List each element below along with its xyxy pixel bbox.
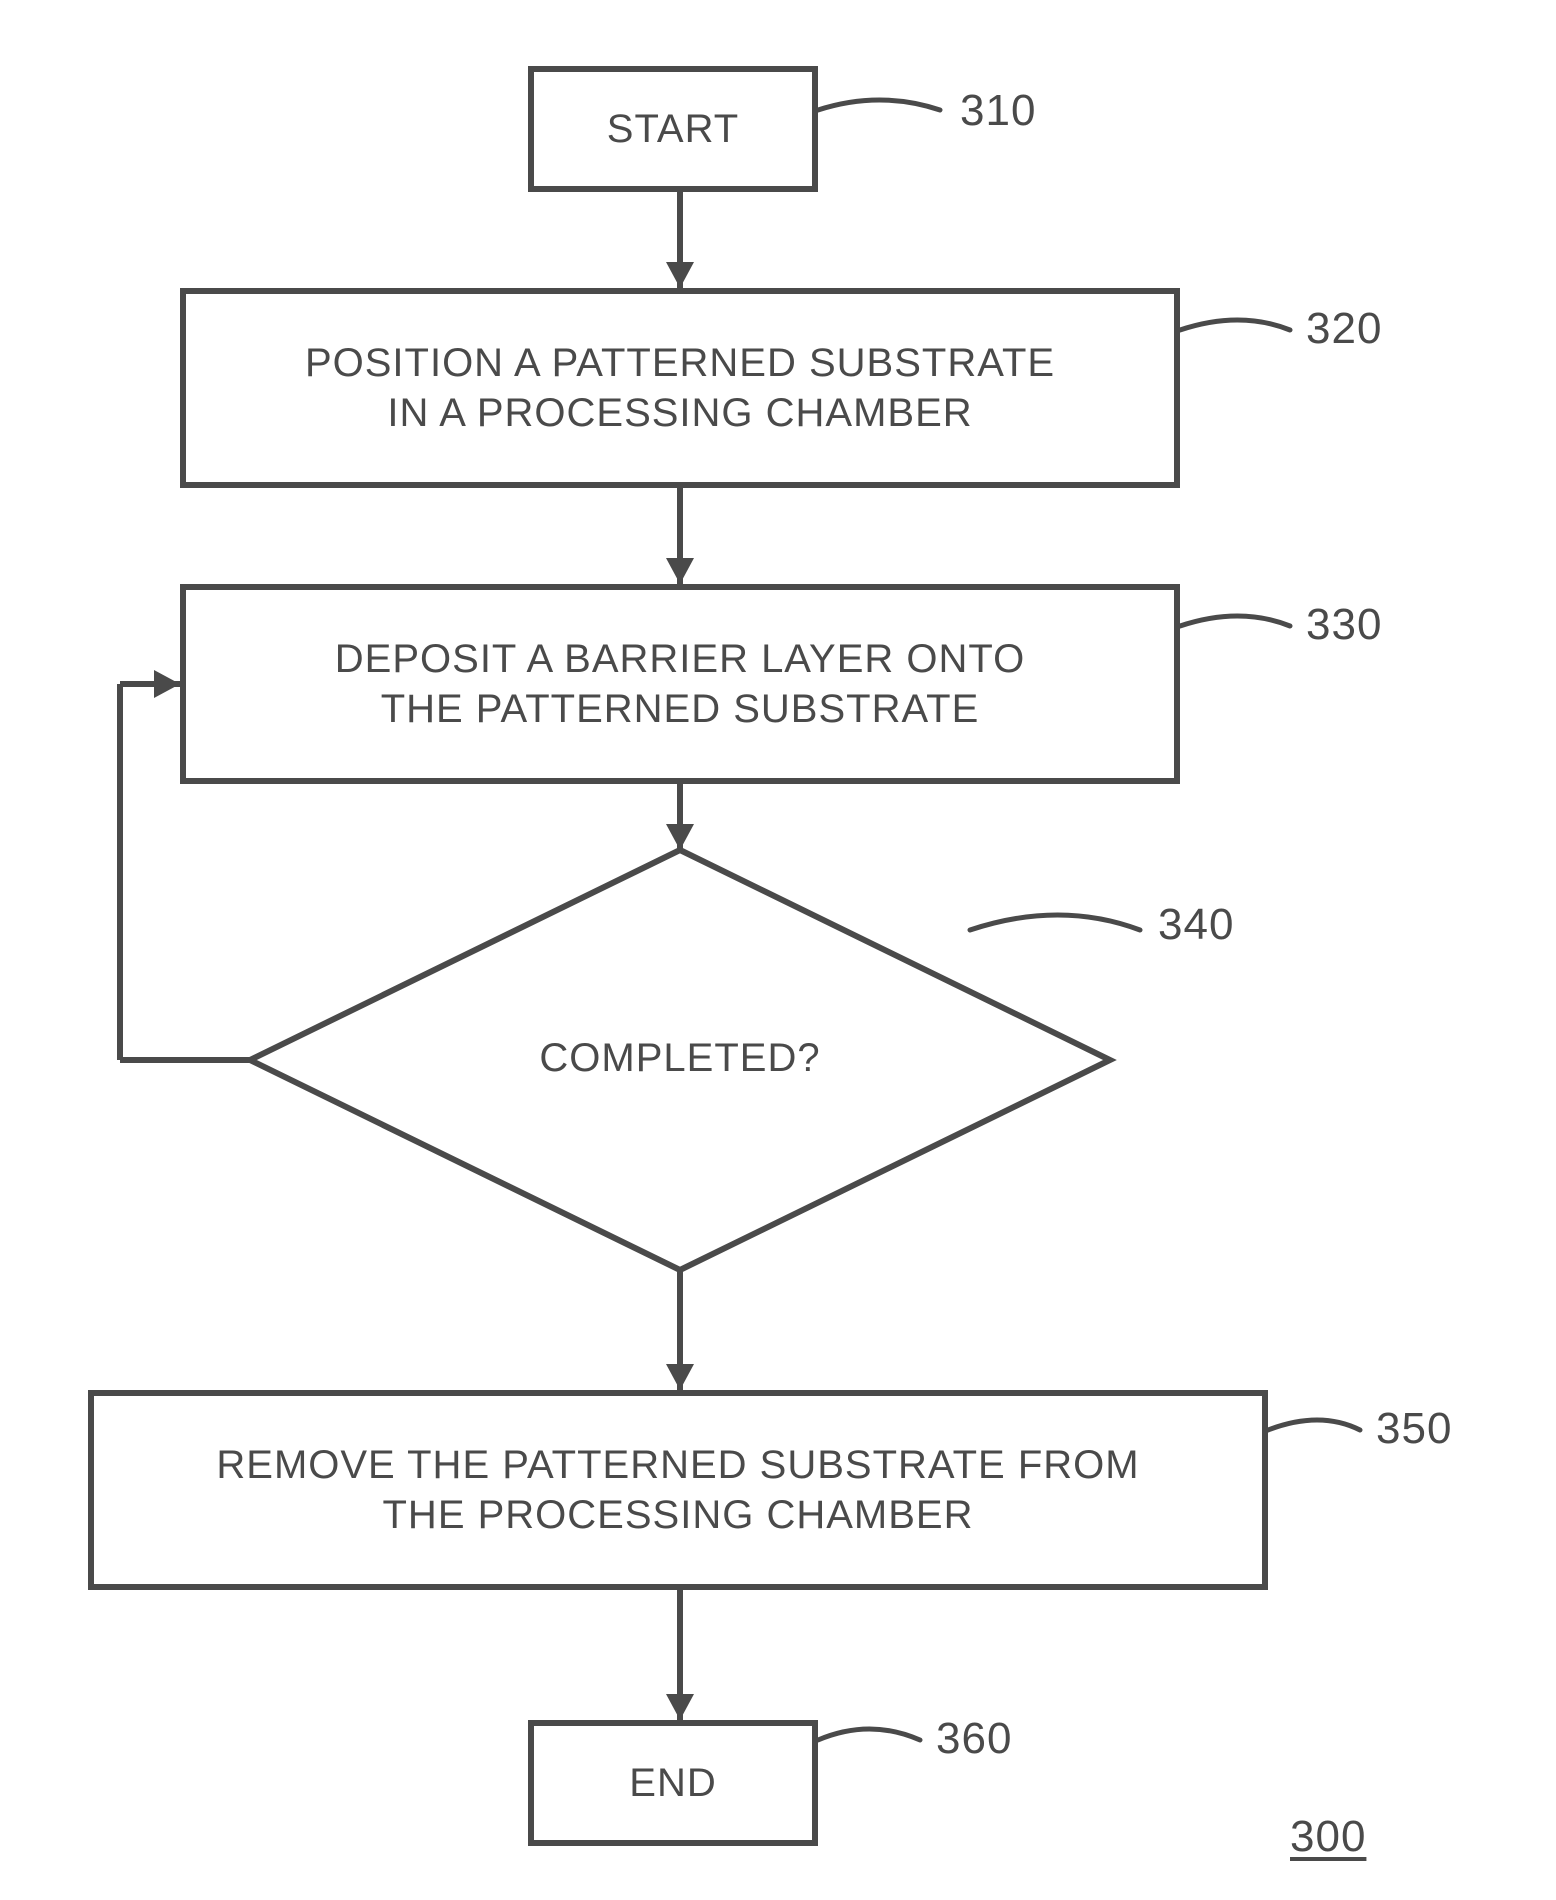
- flowchart-node-label: END: [609, 1758, 736, 1808]
- flowchart-node-label: START: [587, 104, 759, 154]
- flowchart-svg-overlay: [0, 0, 1556, 1900]
- flowchart-node-label: POSITION A PATTERNED SUBSTRATEIN A PROCE…: [285, 338, 1075, 438]
- flowchart-node-dec: COMPLETED?: [430, 1036, 930, 1081]
- callout-label-end: 360: [936, 1714, 1012, 1764]
- flowchart-node-step1: POSITION A PATTERNED SUBSTRATEIN A PROCE…: [180, 288, 1180, 488]
- callout-label-step2: 330: [1306, 600, 1382, 650]
- flowchart-node-label: DEPOSIT A BARRIER LAYER ONTOTHE PATTERNE…: [315, 634, 1045, 734]
- flowchart-node-step2: DEPOSIT A BARRIER LAYER ONTOTHE PATTERNE…: [180, 584, 1180, 784]
- callout-label-dec: 340: [1158, 900, 1234, 950]
- callout-label-start: 310: [960, 86, 1036, 136]
- flowchart-node-step3: REMOVE THE PATTERNED SUBSTRATE FROMTHE P…: [88, 1390, 1268, 1590]
- flowchart-node-label: COMPLETED?: [539, 1036, 820, 1080]
- flowchart-node-end: END: [528, 1720, 818, 1846]
- flowchart-node-start: START: [528, 66, 818, 192]
- figure-reference: 300: [1290, 1812, 1366, 1862]
- callout-label-step1: 320: [1306, 304, 1382, 354]
- flowchart-canvas: START POSITION A PATTERNED SUBSTRATEIN A …: [0, 0, 1556, 1900]
- flowchart-node-label: REMOVE THE PATTERNED SUBSTRATE FROMTHE P…: [196, 1440, 1159, 1540]
- callout-label-step3: 350: [1376, 1404, 1452, 1454]
